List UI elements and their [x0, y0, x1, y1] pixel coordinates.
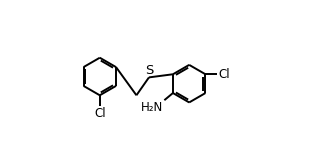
Text: H₂N: H₂N: [141, 101, 164, 114]
Text: S: S: [145, 64, 153, 77]
Text: Cl: Cl: [218, 68, 230, 81]
Text: Cl: Cl: [94, 106, 106, 119]
